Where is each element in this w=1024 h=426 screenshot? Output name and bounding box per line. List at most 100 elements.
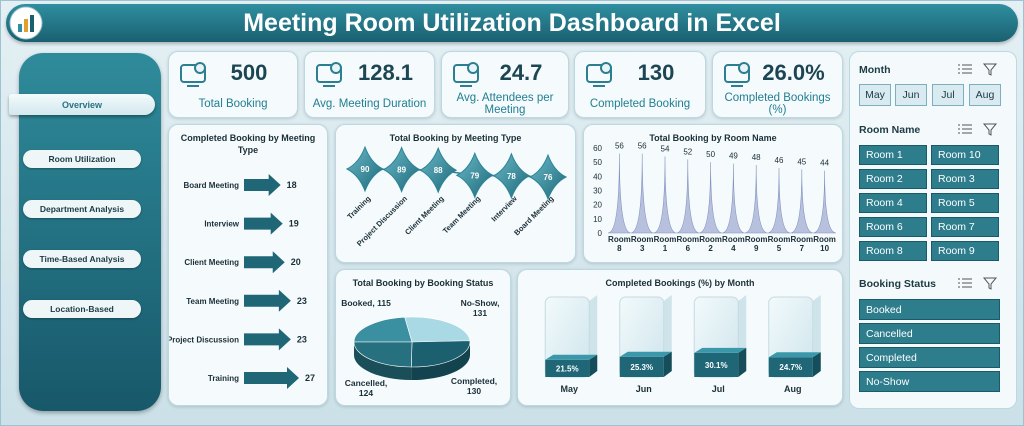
slicer-button[interactable]: Room 2 [859, 169, 927, 189]
spike [790, 169, 814, 234]
slicer-button[interactable]: Jul [932, 84, 964, 106]
category-label: Team Meeting [441, 194, 483, 236]
kpi-card: 130 Completed Booking [574, 51, 706, 118]
bar-side [812, 352, 821, 377]
spike [813, 170, 837, 234]
kpi-icon [180, 62, 206, 87]
data-label: 90 [361, 165, 370, 174]
slicer-button[interactable]: Room 4 [859, 193, 927, 213]
arrow-bar [244, 328, 291, 351]
x-label-box: Room 4 [722, 235, 745, 253]
nav-button[interactable]: Location-Based [23, 300, 141, 318]
pie-side [354, 342, 412, 380]
slicer-button[interactable]: Cancelled [859, 323, 1000, 344]
kpi-label: Avg. Attendees per Meeting [456, 91, 554, 116]
kpi-label: Completed Bookings (%) [724, 91, 831, 116]
category-label: Project Discussion [169, 335, 239, 344]
slicer-button[interactable]: Room 3 [931, 169, 999, 189]
category-label: Team Meeting [186, 297, 239, 306]
data-label: 50 [706, 150, 715, 159]
data-label: 79 [470, 171, 479, 180]
spike [699, 162, 723, 234]
x-tick-label: Room 9 [744, 235, 768, 253]
icon-shape [600, 62, 612, 74]
data-label: Cancelled, 124 [344, 378, 388, 398]
chart-panel: 21.5% May 25.3% Jun 30.1% Jul 24.7% Aug Complete… [517, 269, 843, 406]
star-marker [419, 146, 458, 194]
chart-panel: 90 Training 89 Project Discussion 88 Client M… [335, 124, 576, 263]
icon-shape [453, 64, 479, 83]
slicer-button[interactable]: Room 9 [931, 241, 999, 261]
slicer-button[interactable]: Completed [859, 347, 1000, 368]
icon-shape [586, 64, 612, 83]
kpi-label: Completed Booking [589, 97, 691, 110]
chart [353, 316, 471, 380]
x-label-box: Room 6 [676, 235, 700, 253]
chart-title: Completed Bookings (%) by Month [605, 278, 755, 288]
x-label-box: Room 2 [699, 235, 722, 253]
data-label: 30.1% [705, 361, 728, 370]
slicer-button[interactable]: Room 5 [931, 193, 999, 213]
nav-button[interactable]: Department Analysis [23, 200, 141, 218]
slicer-icons [958, 63, 998, 76]
kpi-card: 128.1 Avg. Meeting Duration [304, 51, 435, 118]
x-tick-label: Room 3 [630, 235, 654, 253]
chart-panel: Board Meeting 18 Interview 19 Client Meeting… [168, 124, 328, 406]
icon-shape [180, 64, 206, 83]
icon-shape [316, 64, 342, 83]
chart-title: Total Booking by Room Name [649, 133, 777, 143]
chart-panel: Total Booking by Booking Status Booked, 1… [335, 269, 511, 406]
icon-shape [467, 62, 479, 74]
slicer-button[interactable]: May [859, 84, 891, 106]
kpi-card: 26.0% Completed Bookings (%) [712, 51, 843, 118]
chart-title: Total Booking by Booking Status [352, 278, 494, 288]
icon-shape [982, 277, 998, 290]
pie-slice [410, 340, 471, 368]
data-label: 27 [305, 373, 315, 383]
nav-button[interactable]: Time-Based Analysis [23, 250, 141, 268]
nav-button[interactable]: Room Utilization [23, 150, 141, 168]
nav-button[interactable]: Overview [9, 94, 155, 115]
slicer-icons [958, 123, 998, 136]
kpi-icon [586, 62, 612, 87]
x-tick-label: Room 6 [676, 235, 700, 253]
slicer-button[interactable]: Room 7 [931, 217, 999, 237]
bar [545, 359, 590, 377]
x-label-box: Room 10 [813, 235, 836, 253]
category-label: Client Meeting [184, 258, 239, 267]
star-marker [345, 145, 385, 193]
data-label: 54 [661, 145, 670, 154]
chart: Board Meeting 18 Interview 19 Client Meeting… [169, 174, 315, 389]
slicer-button[interactable]: Room 10 [931, 145, 999, 165]
chart-panel: 0 10 20 30 40 50 60 56 Room 8 56 Room 3 54 Room 1 52 R… [583, 124, 843, 263]
bar [768, 357, 813, 377]
data-label: 88 [434, 166, 443, 175]
kpi-value: 24.7 [499, 60, 543, 85]
slicer-button[interactable]: Room 6 [859, 217, 927, 237]
x-label-box: Room 3 [630, 235, 654, 253]
data-label: 49 [729, 152, 738, 161]
slicer-button[interactable]: Aug [969, 84, 1001, 106]
pie-slice [353, 316, 413, 343]
data-label: 45 [797, 157, 806, 166]
kpi-value: 26.0% [762, 60, 825, 85]
slicer-button[interactable]: Room 8 [859, 241, 927, 261]
icon-shape [194, 62, 206, 74]
category-label: Jul [712, 384, 725, 394]
arrow-bar [244, 174, 281, 196]
icon-shape [738, 62, 750, 74]
kpi-value: 128.1 [357, 60, 414, 85]
slicer-button[interactable]: Booked [859, 299, 1000, 320]
data-label: 48 [752, 153, 761, 162]
spike [676, 159, 700, 234]
slicer-button[interactable]: No-Show [859, 371, 1000, 392]
bar-top [768, 352, 821, 358]
x-tick-label: Room 7 [790, 235, 814, 253]
chart-title: Completed Booking by Meeting Type [180, 133, 316, 155]
data-label: Booked, 115 [341, 298, 391, 308]
category-label: Jun [636, 384, 652, 394]
bar-side [738, 347, 747, 377]
slicer-button[interactable]: Jun [895, 84, 927, 106]
slicer-button[interactable]: Room 1 [859, 145, 927, 165]
